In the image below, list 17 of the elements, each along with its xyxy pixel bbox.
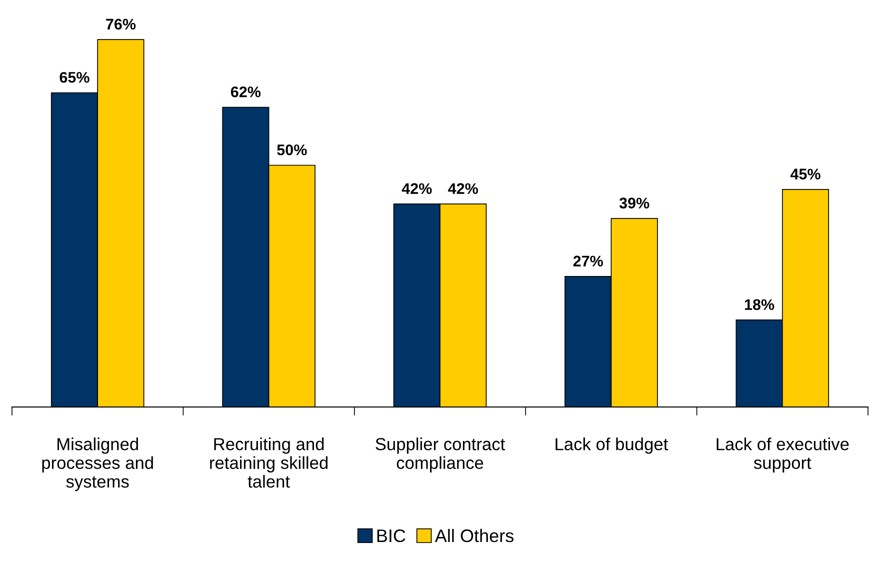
x-tick-label: Lack of executive support (716, 438, 849, 472)
data-label: 45% (790, 168, 820, 180)
x-tick-label: Recruiting and retaining skilled talent (210, 438, 328, 488)
legend-label: BIC (377, 529, 406, 542)
x-tick-label: Lack of budget (556, 438, 668, 454)
legend-label: All Others (434, 528, 514, 542)
data-label: 27% (573, 256, 603, 266)
x-tick-label: Misaligned processes and systems (42, 438, 153, 492)
x-tick-label: Supplier contract compliance (376, 438, 506, 472)
data-label: 39% (619, 198, 650, 208)
data-label: 42% (448, 183, 478, 194)
data-label: 62% (230, 86, 261, 98)
data-label: 42% (402, 183, 432, 194)
data-label: 50% (277, 144, 307, 156)
data-label: 76% (106, 18, 136, 30)
data-label: 65% (60, 72, 90, 83)
data-label: 18% (744, 299, 774, 310)
